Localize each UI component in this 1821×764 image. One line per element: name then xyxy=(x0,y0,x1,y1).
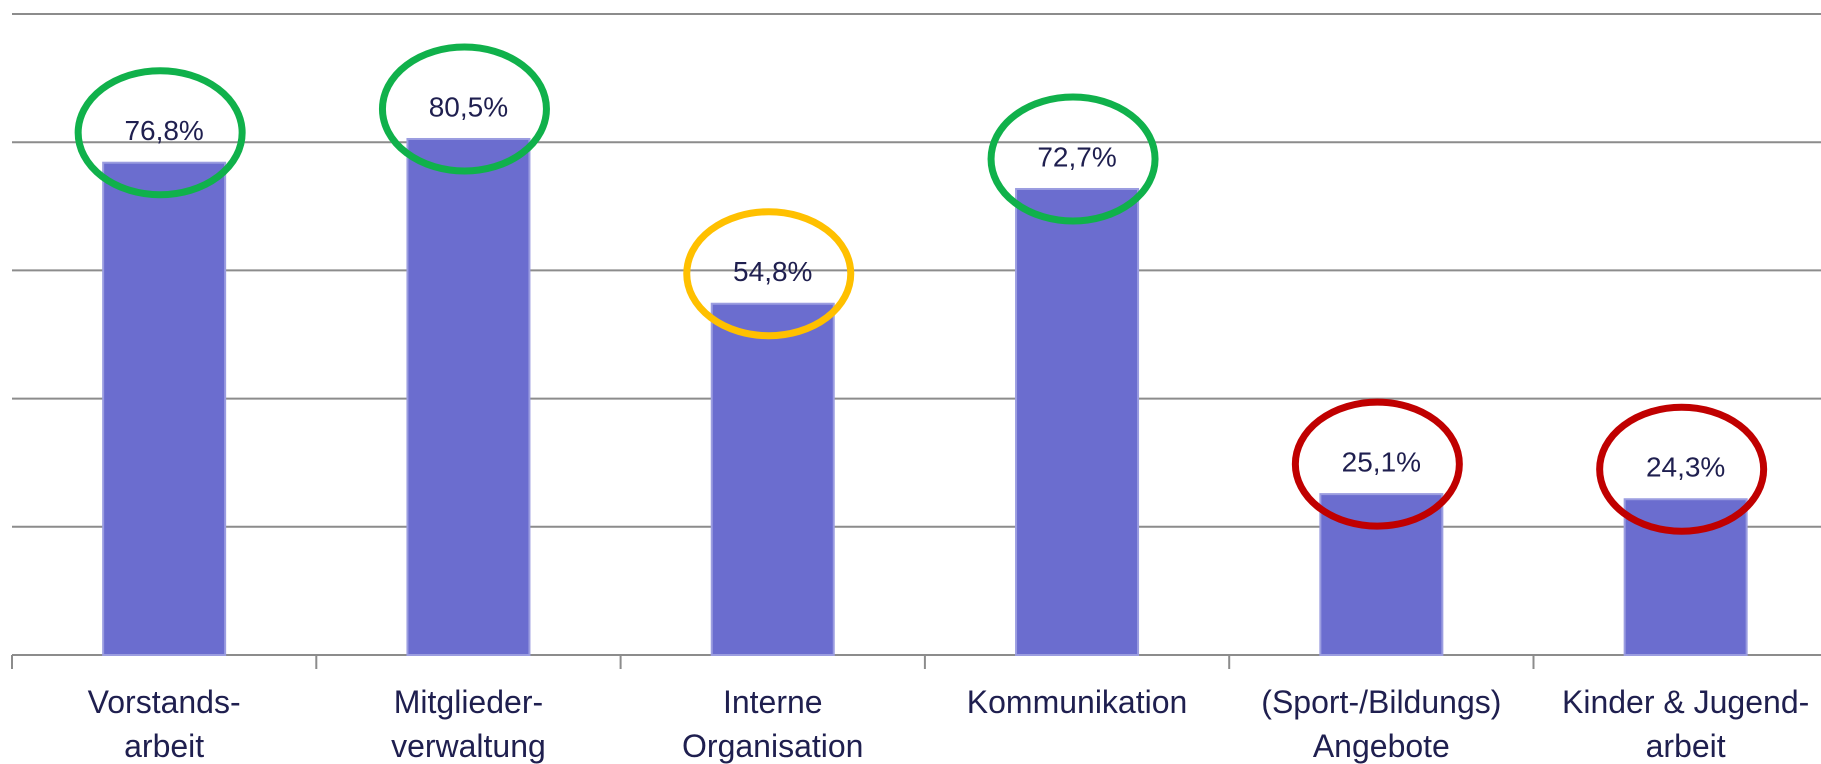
highlight-circle xyxy=(683,208,855,340)
highlight-circle xyxy=(987,93,1159,225)
x-tick-label: Vorstands- arbeit xyxy=(87,684,241,764)
value-label: 76,8% xyxy=(124,115,203,146)
bar xyxy=(406,137,531,656)
bar xyxy=(710,302,835,656)
x-tick-label: Kommunikation xyxy=(966,684,1188,720)
value-label: 25,1% xyxy=(1342,446,1421,477)
highlight-circle xyxy=(1291,398,1463,530)
bar xyxy=(102,161,227,656)
value-label: 24,3% xyxy=(1646,452,1725,483)
bar xyxy=(1015,187,1140,656)
value-label: 80,5% xyxy=(429,91,508,122)
value-label: 54,8% xyxy=(733,256,812,287)
x-tick-label: (Sport-/Bildungs) Angebote xyxy=(1261,684,1502,764)
highlight-circle xyxy=(74,67,246,199)
highlight-circle xyxy=(1596,403,1768,535)
x-tick-label: Interne Organisation xyxy=(682,684,864,764)
value-label: 72,7% xyxy=(1037,141,1116,172)
x-tick-label: Mitglieder- verwaltung xyxy=(391,684,546,764)
highlight-circle xyxy=(378,43,550,175)
x-tick-label: Kinder & Jugend- arbeit xyxy=(1562,684,1810,764)
